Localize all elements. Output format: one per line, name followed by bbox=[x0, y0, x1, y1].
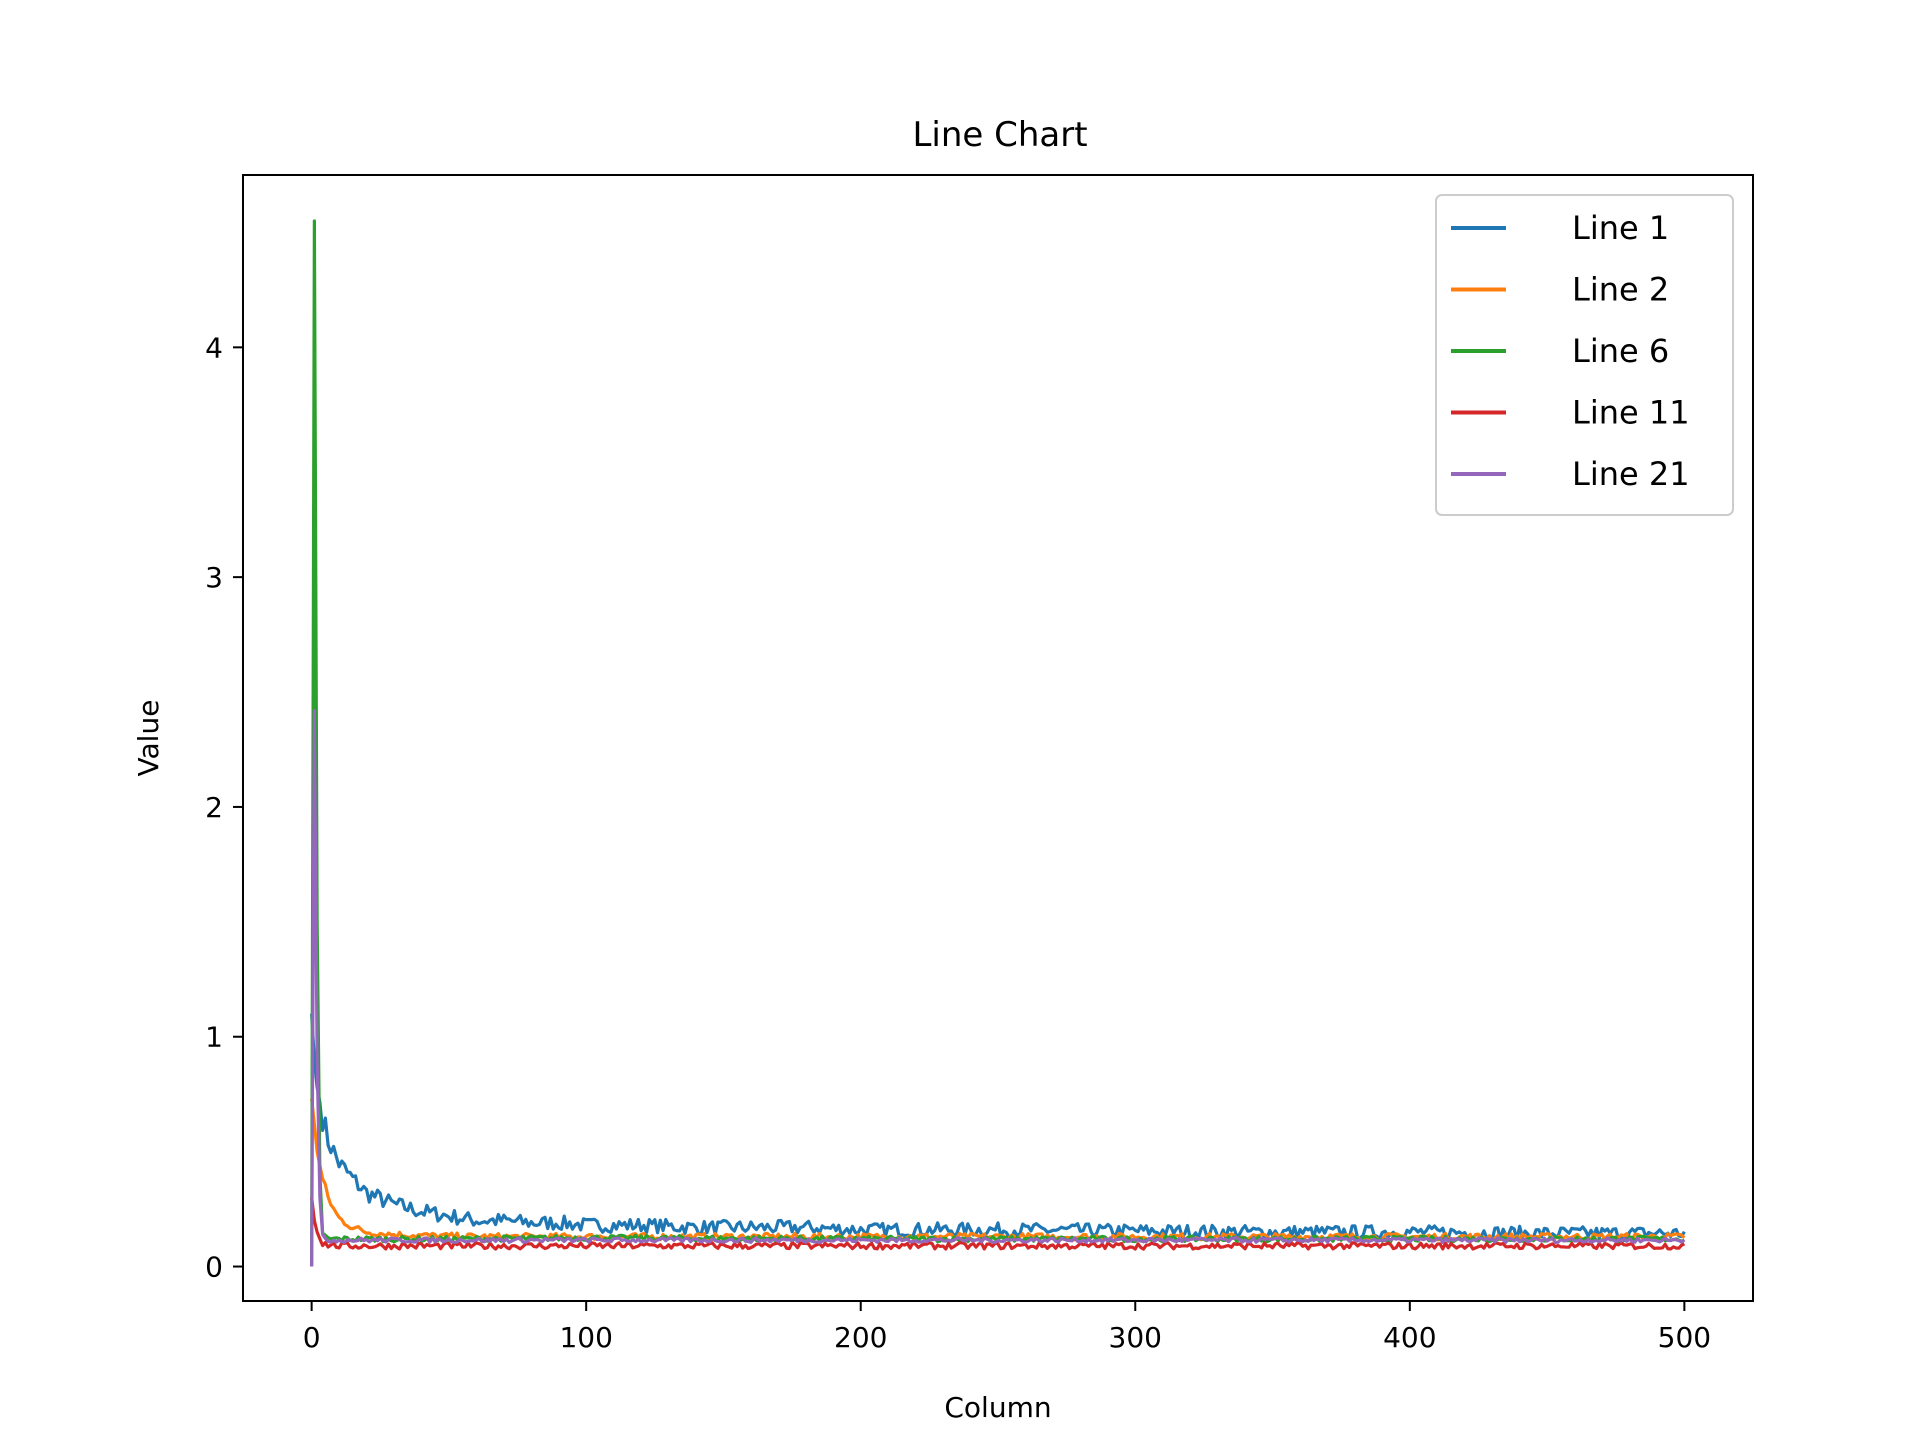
legend-label: Line 21 bbox=[1572, 455, 1690, 493]
y-axis-label: Value bbox=[132, 700, 165, 777]
series-line-line-1 bbox=[310, 1013, 1686, 1242]
chart-title: Line Chart bbox=[912, 115, 1087, 155]
legend-box bbox=[1435, 194, 1734, 516]
y-tick-label: 1 bbox=[205, 1021, 223, 1054]
x-tick-label: 0 bbox=[303, 1321, 321, 1354]
y-tick-label: 0 bbox=[205, 1251, 223, 1284]
x-tick-label: 100 bbox=[559, 1321, 612, 1354]
x-tick-label: 200 bbox=[834, 1321, 887, 1354]
legend-label: Line 6 bbox=[1572, 332, 1669, 370]
series-line-line-11 bbox=[310, 1197, 1686, 1251]
x-tick-label: 500 bbox=[1658, 1321, 1711, 1354]
y-tick-label: 2 bbox=[205, 791, 223, 824]
plot-area-frame bbox=[242, 174, 1754, 1302]
x-tick-label: 400 bbox=[1383, 1321, 1436, 1354]
legend-label: Line 11 bbox=[1572, 394, 1690, 432]
y-tick-label: 3 bbox=[205, 561, 223, 594]
y-axis: 0 1 2 3 4 bbox=[205, 331, 243, 1284]
x-tick-label: 300 bbox=[1109, 1321, 1162, 1354]
legend-label: Line 2 bbox=[1572, 271, 1669, 309]
series-layer bbox=[310, 219, 1686, 1267]
x-axis: 0 100 200 300 400 500 bbox=[303, 1301, 1711, 1354]
legend-label: Line 1 bbox=[1572, 209, 1669, 247]
y-tick-label: 4 bbox=[205, 331, 223, 364]
series-line-line-21 bbox=[310, 708, 1686, 1267]
legend: Line 1 Line 2 Line 6 Line 11 Line 21 bbox=[1435, 194, 1734, 516]
x-axis-label: Column bbox=[944, 1391, 1051, 1424]
